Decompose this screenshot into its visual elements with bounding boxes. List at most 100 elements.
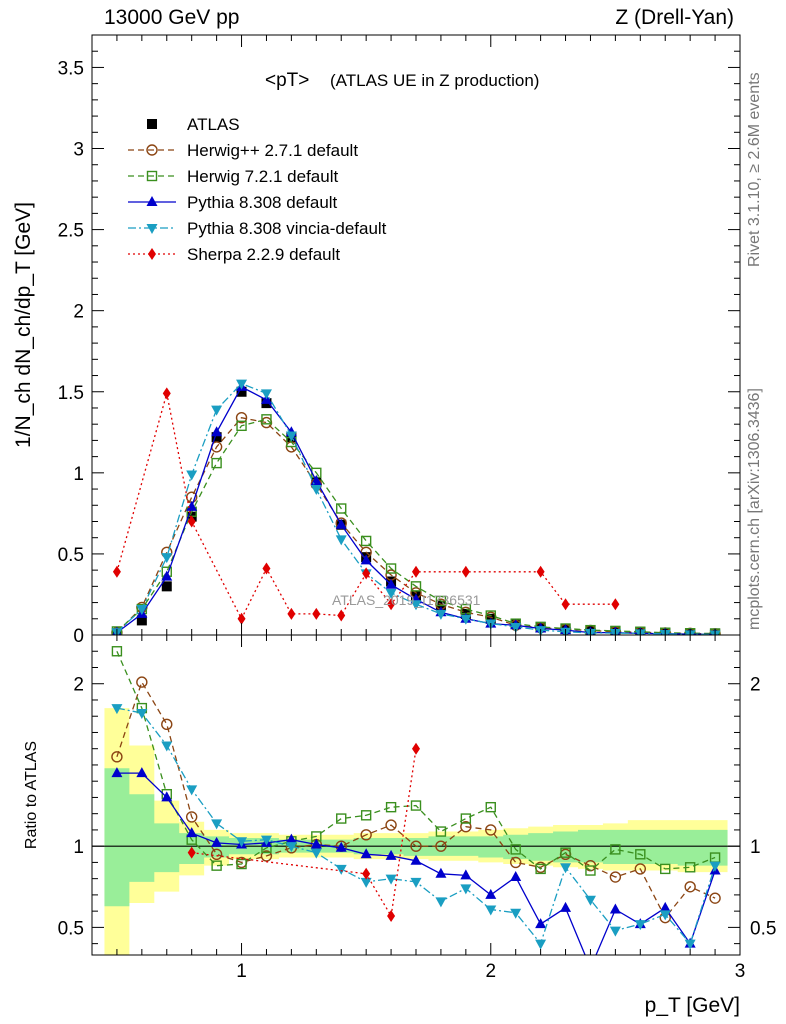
ratio-point-herwig-7-2-1-default [684, 862, 696, 873]
ratio-point-herwig-2-7-1-default [136, 676, 148, 688]
ratio-line-pythia-8-308-default [116, 772, 716, 955]
ratio-y-tick-label-left: 1 [73, 837, 84, 858]
main-point-pythia-8-308-vincia-default [161, 553, 173, 564]
ratio-point-herwig-2-7-1-default [111, 751, 123, 763]
ratio-point-pythia-8-308-vincia-default [335, 864, 347, 875]
ratio-point-pythia-8-308-vincia-default [186, 785, 198, 796]
ratio-line-herwig-7-2-1-default [116, 650, 716, 872]
y-tick-label: 1 [73, 464, 84, 485]
ratio-point-herwig-7-2-1-default [111, 646, 123, 657]
ratio-line-sherpa-2-2-9-default [191, 748, 417, 918]
chart-title: <pT> [265, 70, 309, 91]
main-point-pythia-8-308-default [360, 554, 372, 565]
ratio-point-sherpa-2-2-9-default [387, 910, 396, 923]
main-point-sherpa-2-2-9-default [187, 515, 196, 528]
ratio-frame [91, 634, 741, 956]
main-point-herwig-2-7-1-default [235, 412, 248, 424]
main-point-pythia-8-308-default [335, 518, 347, 529]
ratio-point-pythia-8-308-vincia-default [609, 926, 621, 937]
legend-label-pythia-8-308-default: Pythia 8.308 default [187, 193, 338, 212]
ratio-point-pythia-8-308-vincia-default [136, 708, 148, 719]
ratio-point-pythia-8-308-vincia-default [385, 874, 397, 885]
ratio-point-herwig-7-2-1-default [336, 813, 347, 824]
main-point-herwig-7-2-1-default [385, 563, 397, 574]
x-tick-label: 3 [735, 961, 746, 982]
main-point-herwig-7-2-1-default [261, 414, 272, 425]
ratio-y-tick-label-left: 0.5 [58, 918, 84, 939]
main-point-herwig-7-2-1-default [236, 420, 247, 432]
main-point-pythia-8-308-vincia-default [285, 431, 297, 442]
ratio-point-herwig-7-2-1-default [211, 860, 222, 871]
ratio-point-pythia-8-308-default [360, 848, 372, 859]
y-tick-label: 3 [73, 140, 84, 161]
ratio-point-pythia-8-308-vincia-default [211, 819, 223, 830]
ratio-point-herwig-7-2-1-default [485, 801, 496, 813]
main-point-pythia-8-308-vincia-default [460, 614, 472, 625]
main-point-pythia-8-308-vincia-default [186, 470, 198, 481]
main-point-sherpa-2-2-9-default [312, 607, 321, 620]
main-point-pythia-8-308-vincia-default [410, 600, 422, 611]
ratio-point-pythia-8-308-default [410, 854, 422, 865]
main-point-sherpa-2-2-9-default [412, 565, 420, 578]
main-point-pythia-8-308-vincia-default [510, 622, 522, 633]
ratio-point-pythia-8-308-vincia-default [634, 920, 646, 931]
legend-label-pythia-8-308-vincia-default: Pythia 8.308 vincia-default [187, 219, 387, 238]
ratio-point-herwig-2-7-1-default [634, 863, 647, 875]
legend-marker-sherpa-2-2-9-default [148, 248, 156, 260]
ratio-point-herwig-2-7-1-default [161, 718, 173, 731]
ratio-point-pythia-8-308-default [560, 901, 572, 912]
main-point-pythia-8-308-vincia-default [335, 535, 347, 546]
ratio-line-herwig-2-7-1-default [116, 680, 716, 919]
main-point-herwig-7-2-1-default [610, 625, 621, 635]
ratio-point-herwig-2-7-1-default [435, 840, 447, 852]
y-tick-label: 2 [73, 302, 84, 323]
main-point-atlas [161, 581, 172, 592]
ratio-point-pythia-8-308-vincia-default [659, 910, 671, 921]
main-point-herwig-7-2-1-default [336, 503, 347, 514]
main-point-pythia-8-308-vincia-default [211, 405, 223, 416]
main-point-herwig-7-2-1-default [435, 595, 447, 607]
legend-label-atlas: ATLAS [187, 115, 240, 134]
main-point-sherpa-2-2-9-default [611, 598, 620, 611]
ratio-point-pythia-8-308-default [659, 901, 671, 912]
ratio-point-pythia-8-308-default [460, 869, 472, 880]
ratio-y-tick-label-right: 2 [750, 675, 761, 696]
ratio-point-herwig-7-2-1-default [460, 813, 472, 824]
y-tick-label: 0.5 [58, 545, 84, 566]
ratio-point-pythia-8-308-vincia-default [360, 877, 372, 888]
ratio-point-pythia-8-308-vincia-default [560, 863, 572, 874]
main-point-pythia-8-308-vincia-default [136, 605, 148, 616]
ratio-point-herwig-2-7-1-default [609, 871, 622, 883]
legend-label-herwig-2-7-1-default: Herwig++ 2.7.1 default [187, 141, 358, 160]
ratio-point-pythia-8-308-vincia-default [535, 939, 547, 950]
ratio-point-pythia-8-308-default [136, 767, 148, 778]
y-axis-title: 1/N_ch dN_ch/dp_T [GeV] [12, 202, 35, 448]
header-left: 13000 GeV pp [104, 6, 240, 29]
ratio-point-pythia-8-308-default [609, 903, 621, 914]
ratio-point-herwig-7-2-1-default [610, 844, 621, 855]
legend-marker-herwig-2-7-1-default [146, 144, 158, 156]
ratio-point-pythia-8-308-default [161, 791, 173, 802]
ratio-point-pythia-8-308-vincia-default [435, 897, 447, 908]
ratio-point-sherpa-2-2-9-default [412, 742, 420, 755]
ratio-point-sherpa-2-2-9-default [187, 846, 196, 859]
ratio-point-pythia-8-308-default [385, 849, 397, 860]
main-point-herwig-7-2-1-default [211, 457, 222, 469]
ratio-point-herwig-2-7-1-default [684, 881, 696, 893]
ratio-point-herwig-2-7-1-default [360, 829, 372, 841]
main-point-herwig-7-2-1-default [360, 535, 372, 547]
main-point-pythia-8-308-vincia-default [260, 389, 272, 400]
main-point-pythia-8-308-vincia-default [435, 609, 447, 620]
ratio-point-pythia-8-308-vincia-default [584, 895, 596, 906]
main-point-pythia-8-308-vincia-default [310, 485, 322, 496]
ratio-point-pythia-8-308-vincia-default [410, 877, 422, 888]
ratio-point-pythia-8-308-vincia-default [111, 704, 123, 715]
main-point-sherpa-2-2-9-default [387, 598, 396, 611]
main-point-sherpa-2-2-9-default [237, 612, 246, 625]
ratio-axis-title: Ratio to ATLAS [23, 741, 40, 849]
y-tick-label: 2.5 [58, 221, 84, 242]
ratio-point-herwig-2-7-1-default [385, 819, 397, 831]
legend-label-sherpa-2-2-9-default: Sherpa 2.2.9 default [187, 245, 340, 264]
ratio-band-green [104, 768, 728, 907]
